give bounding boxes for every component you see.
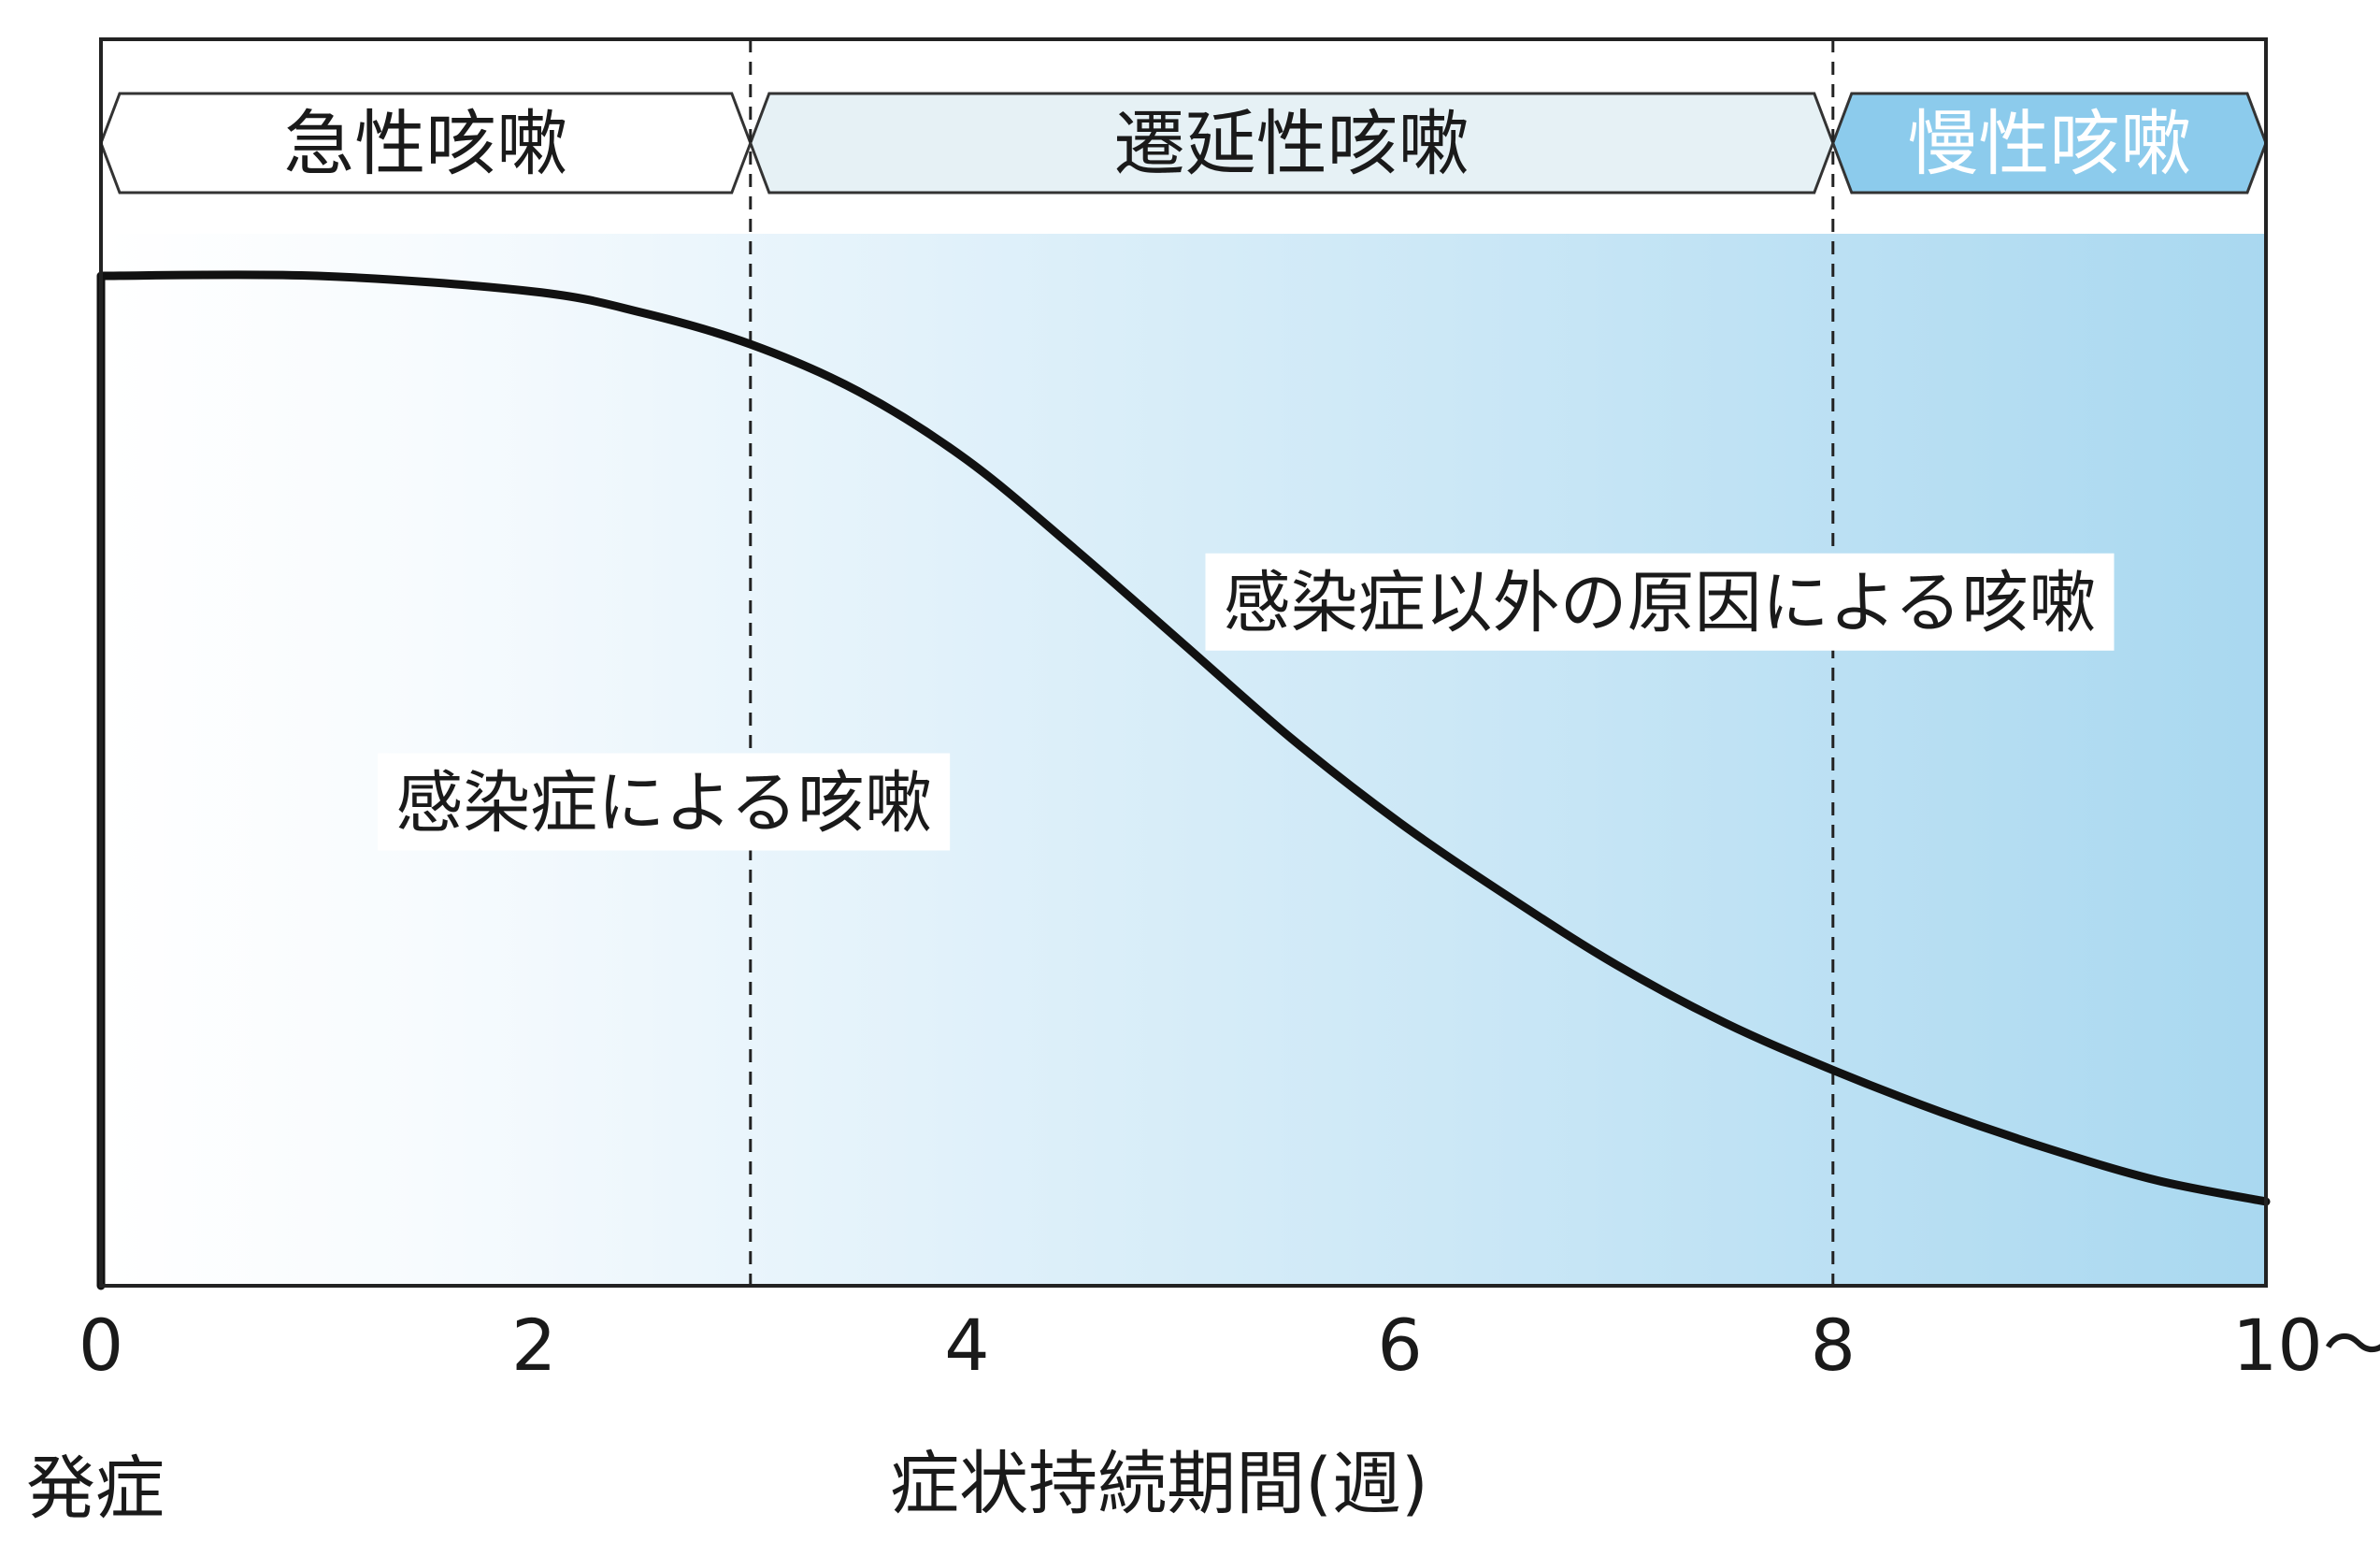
annotations: 感染症による咳嗽 感染症以外の原因による咳嗽 <box>378 553 2115 851</box>
cough-duration-curve <box>96 270 2271 1290</box>
x-tick-label-2: 4 <box>944 1304 989 1387</box>
annotation-box-1 <box>1205 553 2115 651</box>
annotation-0: 感染症による咳嗽 <box>395 763 932 842</box>
phase-label-2: 慢性咳嗽 <box>1907 102 2191 185</box>
x-tick-label-0: 0 <box>79 1304 123 1387</box>
annotation-box-0 <box>378 753 951 851</box>
x-axis-ticks: 0 2 4 6 8 10〜 <box>79 1304 2380 1387</box>
phase-label-1: 遷延性咳嗽 <box>1114 102 1470 185</box>
x-tick-label-4: 8 <box>1811 1304 1856 1387</box>
x-origin-label: 発症 <box>26 1448 165 1529</box>
x-axis-label: 症状持続期間(週) <box>890 1444 1428 1524</box>
plot-frame <box>99 37 2268 1288</box>
x-tick-label-1: 2 <box>511 1304 556 1387</box>
phase-bands: 急性咳嗽 遷延性咳嗽 慢性咳嗽 <box>99 92 2268 194</box>
x-tick-label-3: 6 <box>1377 1304 1422 1387</box>
annotation-1: 感染症以外の原因による咳嗽 <box>1224 564 2097 642</box>
phase-label-0: 急性咳嗽 <box>283 102 567 185</box>
x-tick-label-5: 10〜 <box>2232 1304 2380 1387</box>
phase-boundaries <box>749 39 1835 1286</box>
